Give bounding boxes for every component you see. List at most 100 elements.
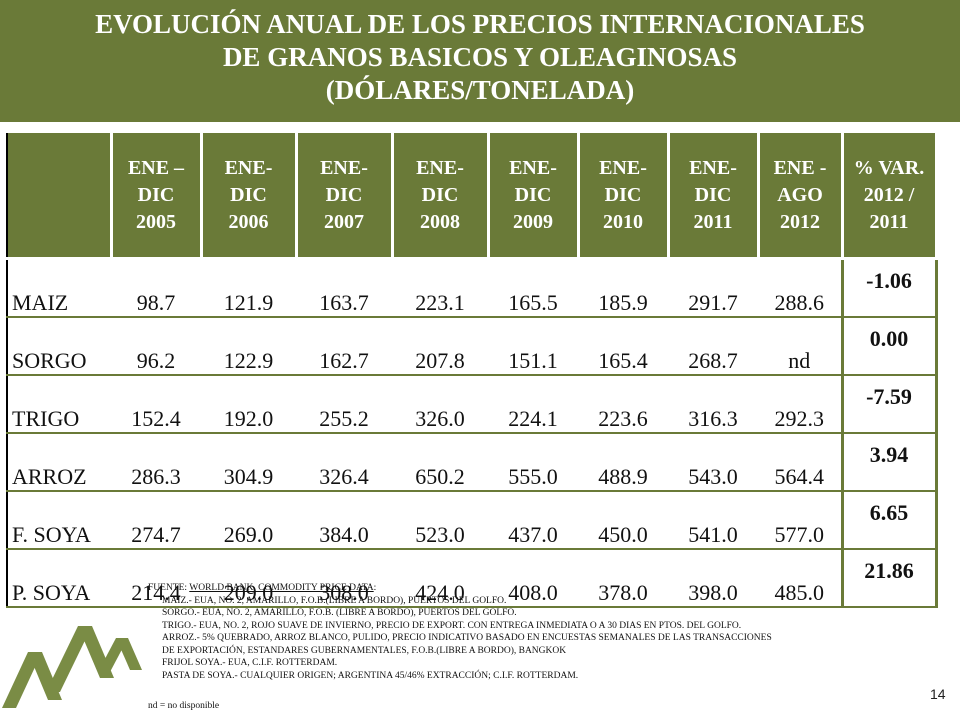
price-cell: nd xyxy=(758,315,842,376)
price-cell: 424.0 xyxy=(392,547,488,608)
title-line-1: EVOLUCIÓN ANUAL DE LOS PRECIOS INTERNACI… xyxy=(95,9,865,39)
price-cell: 255.2 xyxy=(296,373,392,434)
table-row: SORGO 96.2 122.9 162.7 207.8 151.1 165.4 268.7 n… xyxy=(6,315,938,376)
header-line: ENE- xyxy=(224,156,273,179)
price-cell: 437.0 xyxy=(488,489,578,550)
price-cell: 564.4 xyxy=(758,431,842,492)
header-row: ENE – DIC 2005 ENE- DIC 2006 ENE- DIC 2007 ENE- DI… xyxy=(6,130,938,260)
header-period-cell: ENE - AGO 2012 xyxy=(756,130,844,260)
note-line: PASTA DE SOYA.- CUALQUIER ORIGEN; ARGENT… xyxy=(162,670,579,681)
price-cell: 378.0 xyxy=(578,547,668,608)
header-line: 2011 xyxy=(869,210,909,233)
price-cell: 207.8 xyxy=(392,315,488,376)
product-cell: P. SOYA xyxy=(6,547,111,608)
product-cell: TRIGO xyxy=(6,373,111,434)
header-period-cell: ENE- DIC 2011 xyxy=(666,130,760,260)
header-period-cell: ENE- DIC 2009 xyxy=(486,130,580,260)
header-line: DIC xyxy=(137,183,175,206)
price-cell: 163.7 xyxy=(296,257,392,318)
header-period-cell: ENE- DIC 2007 xyxy=(294,130,394,260)
price-cell: 555.0 xyxy=(488,431,578,492)
header-line: DIC xyxy=(604,183,642,206)
table-row: TRIGO 152.4 192.0 255.2 326.0 224.1 223.6 316.3… xyxy=(6,373,938,434)
price-cell: 185.9 xyxy=(578,257,668,318)
price-cell: 488.9 xyxy=(578,431,668,492)
header-line: ENE- xyxy=(689,156,737,179)
header-line: 2009 xyxy=(513,210,553,233)
header-line: DIC xyxy=(230,183,267,206)
price-cell: 152.4 xyxy=(111,373,201,434)
page-number: 14 xyxy=(930,686,946,702)
price-cell: 408.0 xyxy=(488,547,578,608)
price-cell: 98.7 xyxy=(111,257,201,318)
product-cell: F. SOYA xyxy=(6,489,111,550)
note-line: DE EXPORTACIÓN, ESTANDARES GUBERNAMENTAL… xyxy=(162,645,567,656)
header-period-cell: ENE – DIC 2005 xyxy=(109,130,203,260)
table-row: F. SOYA 274.7 269.0 384.0 523.0 437.0 450.0 541… xyxy=(6,489,938,550)
price-cell: 96.2 xyxy=(111,315,201,376)
header-line: ENE- xyxy=(320,156,368,179)
source-notes: FUENTE: WORLD BANK, COMMODITY PRICE DATA… xyxy=(148,582,928,682)
price-cell: 286.3 xyxy=(111,431,201,492)
variation-cell: 6.65 xyxy=(840,489,938,550)
variation-cell: -7.59 xyxy=(840,373,938,434)
note-line: SORGO.- EUA, NO. 2, AMARILLO, F.O.B. (LI… xyxy=(162,608,517,618)
title-line-3: (DÓLARES/TONELADA) xyxy=(325,75,635,105)
price-cell: 308.0 xyxy=(296,547,392,608)
table-row: P. SOYA 214.4 209.0 308.0 424.0 408.0 378.0 398… xyxy=(6,547,938,608)
header-line: AGO xyxy=(777,183,823,206)
price-cell: 543.0 xyxy=(668,431,758,492)
variation-cell: 3.94 xyxy=(840,431,938,492)
note-line: FRIJOL SOYA.- EUA, C.I.F. ROTTERDAM. xyxy=(162,658,338,668)
price-cell: 291.7 xyxy=(668,257,758,318)
table-row: MAIZ 98.7 121.9 163.7 223.1 165.5 185.9 291.7 28… xyxy=(6,257,938,318)
product-cell: SORGO xyxy=(6,315,111,376)
price-cell: 162.7 xyxy=(296,315,392,376)
header-line: 2012 / xyxy=(863,183,915,206)
header-line: 2012 xyxy=(780,210,820,233)
price-cell: 122.9 xyxy=(201,315,296,376)
header-line: 2010 xyxy=(603,210,643,233)
header-line: ENE- xyxy=(416,156,464,179)
price-cell: 304.9 xyxy=(201,431,296,492)
header-line: DIC xyxy=(694,183,732,206)
price-cell: 192.0 xyxy=(201,373,296,434)
price-cell: 326.4 xyxy=(296,431,392,492)
note-line: TRIGO.- EUA, NO. 2, ROJO SUAVE DE INVIER… xyxy=(162,620,742,631)
price-cell: 269.0 xyxy=(201,489,296,550)
price-cell: 485.0 xyxy=(758,547,842,608)
price-cell: 288.6 xyxy=(758,257,842,318)
header-line: ENE- xyxy=(599,156,647,179)
price-cell: 450.0 xyxy=(578,489,668,550)
price-cell: 209.0 xyxy=(201,547,296,608)
header-line: ENE - xyxy=(773,156,827,179)
header-blank-cell xyxy=(6,130,113,260)
header-line: DIC xyxy=(514,183,552,206)
price-cell: 541.0 xyxy=(668,489,758,550)
header-line: 2005 xyxy=(136,210,176,233)
price-cell: 274.7 xyxy=(111,489,201,550)
price-cell: 223.6 xyxy=(578,373,668,434)
header-line: DIC xyxy=(325,183,363,206)
note-line: ARROZ.- 5% QUEBRADO, ARROZ BLANCO, PULID… xyxy=(162,633,772,643)
price-cell: 577.0 xyxy=(758,489,842,550)
mountains-logo xyxy=(2,626,142,708)
price-cell: 165.4 xyxy=(578,315,668,376)
price-cell: 326.0 xyxy=(392,373,488,434)
nd-note: nd = no disponible xyxy=(148,701,220,711)
variation-cell: 0.00 xyxy=(840,315,938,376)
header-line: ENE- xyxy=(509,156,557,179)
product-cell: ARROZ xyxy=(6,431,111,492)
header-line: 2006 xyxy=(228,210,269,233)
note-line: MAIZ.- EUA, NO. 2, AMARILLO, F.O.B.(LIBR… xyxy=(162,595,507,606)
source-label: FUENTE: xyxy=(148,583,190,593)
header-period-cell: ENE- DIC 2010 xyxy=(576,130,670,260)
price-cell: 650.2 xyxy=(392,431,488,492)
price-cell: 523.0 xyxy=(392,489,488,550)
header-var-cell: % VAR. 2012 / 2011 xyxy=(840,130,938,260)
price-cell: 165.5 xyxy=(488,257,578,318)
title-banner: EVOLUCIÓN ANUAL DE LOS PRECIOS INTERNACI… xyxy=(0,0,960,122)
header-line: ENE – xyxy=(127,156,185,179)
price-cell: 151.1 xyxy=(488,315,578,376)
price-cell: 384.0 xyxy=(296,489,392,550)
